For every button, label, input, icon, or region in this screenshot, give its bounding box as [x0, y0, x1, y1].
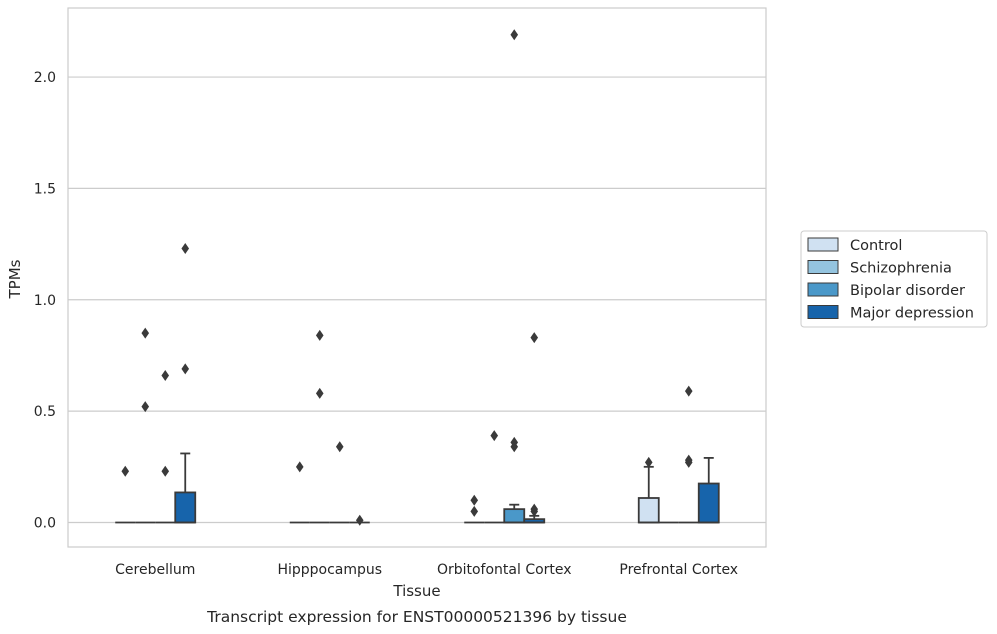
box-2-0	[464, 494, 485, 524]
y-axis-ticks: 0.0 0.5 1.0 1.5 2.0	[34, 70, 56, 531]
x-axis-label: Tissue	[392, 582, 440, 600]
box	[637, 497, 660, 524]
box-0-2	[155, 370, 176, 524]
box-1-0	[289, 461, 310, 524]
outlier-point	[490, 430, 499, 442]
legend-swatch	[807, 305, 839, 319]
legend-label: Schizophrenia	[850, 261, 952, 277]
box-1-1	[309, 329, 330, 524]
plot-frame	[67, 7, 767, 548]
y-tick-label: 1.0	[34, 293, 56, 309]
chart-caption: Transcript expression for ENST0000052139…	[206, 608, 627, 626]
x-tick-label: Orbitofontal Cortex	[437, 562, 572, 578]
box	[697, 482, 720, 524]
outlier-point	[121, 465, 130, 477]
box-2-3	[523, 332, 546, 524]
outlier-point	[141, 401, 150, 413]
legend-label: Bipolar disorder	[850, 283, 965, 299]
x-tick-label: Hipppocampus	[277, 562, 382, 578]
outlier-point	[141, 327, 150, 339]
legend-swatch	[807, 282, 839, 297]
outlier-point	[315, 329, 324, 341]
outlier-point	[684, 456, 693, 468]
outlier-point	[510, 441, 519, 453]
box	[174, 491, 197, 524]
outlier-point	[470, 505, 479, 517]
outlier-point	[315, 387, 324, 399]
outlier-point	[530, 332, 539, 344]
outlier-point	[470, 494, 479, 506]
x-axis-ticks: Cerebellum Hipppocampus Orbitofontal Corte…	[115, 562, 738, 578]
box-plots	[115, 29, 720, 526]
outlier-point	[644, 456, 653, 468]
grid-lines	[68, 76, 766, 524]
y-tick-label: 1.5	[34, 181, 56, 197]
box-3-2	[678, 385, 699, 524]
legend-swatch	[807, 237, 839, 252]
outlier-point	[161, 370, 170, 381]
x-tick-label: Cerebellum	[115, 562, 195, 578]
x-tick-label: Prefrontal Cortex	[619, 562, 738, 578]
box-3-3	[697, 457, 720, 524]
outlier-point	[684, 385, 693, 397]
outlier-point	[181, 243, 190, 255]
box	[503, 508, 526, 524]
legend-label: Control	[850, 238, 902, 254]
y-tick-label: 0.5	[34, 404, 56, 420]
y-axis-label: TPMs	[6, 259, 24, 299]
box-2-2	[503, 29, 526, 524]
legend-swatch	[807, 260, 839, 274]
box-0-0	[115, 465, 136, 524]
outlier-point	[355, 514, 364, 526]
box-1-3	[349, 514, 370, 526]
outlier-point	[181, 363, 190, 375]
legend-label: Major depression	[850, 306, 974, 322]
box-0-1	[135, 327, 156, 524]
outlier-point	[161, 465, 170, 477]
box-1-2	[329, 441, 350, 524]
box-3-0	[637, 456, 660, 524]
y-tick-label: 2.0	[34, 70, 56, 86]
outlier-point	[335, 441, 344, 453]
box-2-1	[484, 430, 505, 524]
outlier-point	[530, 505, 539, 517]
legend-frame	[800, 230, 988, 328]
outlier-point	[295, 461, 304, 473]
y-tick-label: 0.0	[34, 516, 56, 532]
legend: Control Schizophrenia Bipolar disorder Majo…	[800, 230, 988, 328]
outlier-point	[510, 29, 519, 41]
box-0-3	[174, 243, 197, 524]
